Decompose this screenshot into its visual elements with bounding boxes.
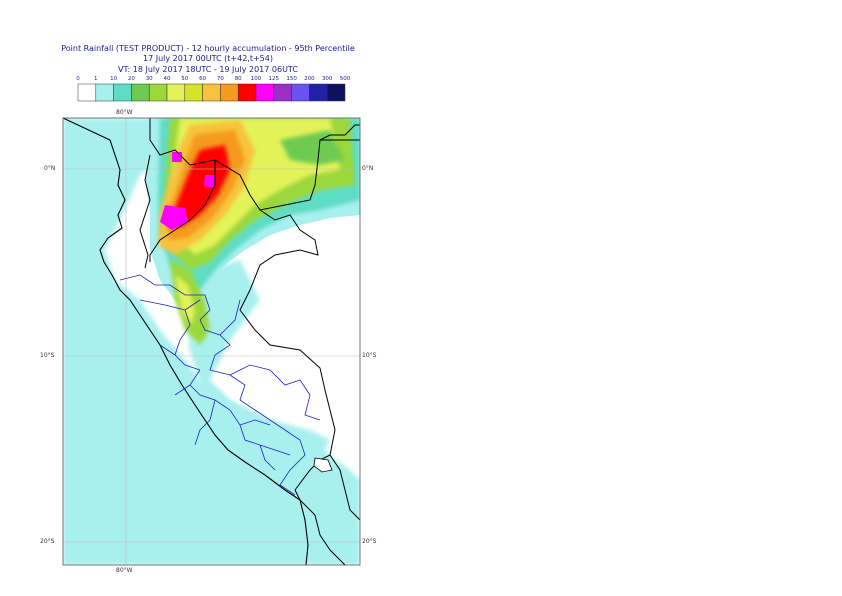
run-time-label: 17 July 2017 00UTC (t+42,t+54) <box>143 54 273 63</box>
lon-label-bottom: 80°W <box>116 567 133 574</box>
valid-time-label: VT: 18 July 2017 18UTC - 19 July 2017 06… <box>118 65 298 74</box>
map-frame <box>62 117 361 566</box>
country-borders <box>139 118 361 566</box>
lat-label-right-10: 10°S <box>362 352 377 359</box>
lat-label-left-0: 0°N <box>44 165 56 172</box>
lon-label-top: 80°W <box>116 109 133 116</box>
graticule <box>63 118 360 565</box>
department-borders <box>119 274 321 496</box>
lat-label-right-0: 0°N <box>362 165 374 172</box>
lat-label-right-20: 20°S <box>362 538 377 545</box>
map-title: Point Rainfall (TEST PRODUCT) - 12 hourl… <box>61 44 355 53</box>
lat-label-left-20: 20°S <box>40 538 55 545</box>
lake-titicaca <box>313 457 333 473</box>
lat-label-left-10: 10°S <box>40 352 55 359</box>
coastline <box>62 117 309 566</box>
